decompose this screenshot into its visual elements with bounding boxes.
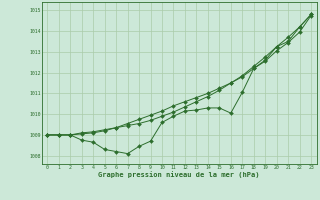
X-axis label: Graphe pression niveau de la mer (hPa): Graphe pression niveau de la mer (hPa) (99, 171, 260, 178)
